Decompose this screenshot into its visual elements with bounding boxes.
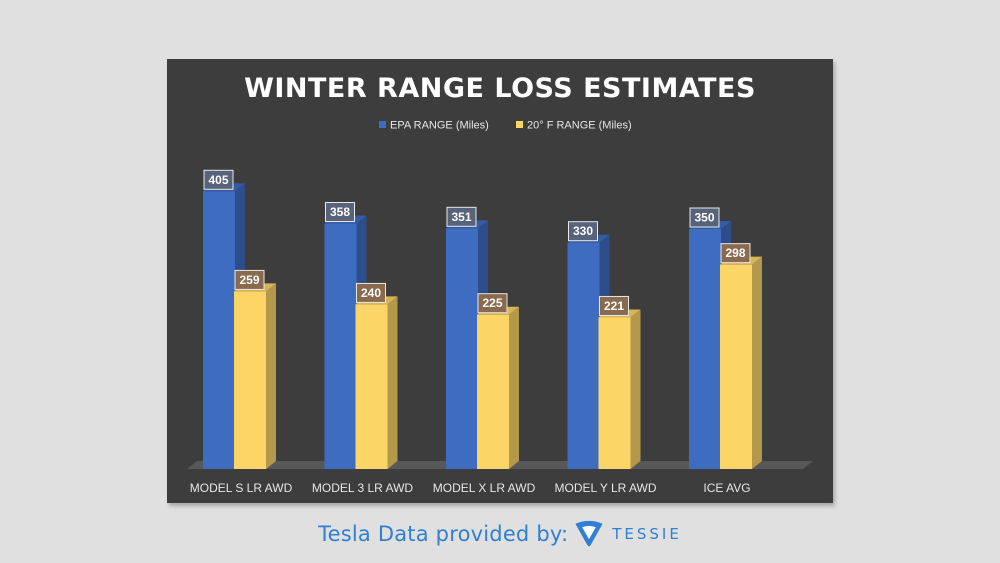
footer-credit: Tesla Data provided by: TESSIE	[0, 516, 1000, 552]
category-label: MODEL 3 LR AWD	[312, 481, 413, 495]
bar-side	[509, 306, 519, 469]
bar-winter-5	[720, 256, 762, 469]
data-label-box	[356, 282, 386, 303]
legend-swatch	[516, 121, 523, 128]
data-label-box	[446, 206, 477, 227]
data-label-box	[203, 169, 234, 190]
data-label-box	[689, 207, 720, 228]
bar-front	[355, 304, 388, 469]
bar-front	[234, 291, 266, 469]
data-label-box	[325, 202, 355, 223]
data-label-box	[477, 293, 508, 314]
bar-side	[266, 283, 276, 469]
bar-winter-4	[598, 309, 641, 469]
chart-title: WINTER RANGE LOSS ESTIMATES	[244, 73, 756, 104]
bar-front	[720, 264, 752, 469]
bar-front	[689, 229, 721, 469]
bar-side	[630, 309, 641, 469]
data-label-epa-4: 330	[568, 221, 598, 242]
data-label-value: 330	[573, 224, 593, 238]
data-label-value: 259	[239, 273, 259, 287]
data-label-value: 358	[330, 205, 350, 219]
data-label-value: 350	[694, 211, 714, 225]
legend-swatch	[379, 121, 386, 128]
data-label-box	[568, 221, 598, 242]
chart-panel: WINTER RANGE LOSS ESTIMATES EPA RANGE (M…	[167, 59, 833, 503]
footer-text: Tesla Data provided by:	[318, 522, 569, 546]
data-label-value: 240	[361, 286, 381, 300]
category-label: ICE AVG	[703, 481, 750, 495]
data-label-value: 405	[208, 173, 228, 187]
category-labels: MODEL S LR AWD MODEL 3 LR AWD MODEL X LR A…	[190, 481, 751, 495]
bar-front	[203, 191, 235, 470]
bar-front	[446, 228, 478, 469]
data-label-epa-5: 350	[689, 207, 720, 228]
bars	[203, 183, 762, 470]
data-label-winter-3: 225	[477, 293, 508, 314]
data-label-value: 225	[482, 296, 502, 310]
data-label-box	[599, 295, 629, 316]
bar-front	[324, 223, 357, 469]
bar-side	[387, 296, 398, 469]
category-label: MODEL Y LR AWD	[554, 481, 656, 495]
data-label-winter-1: 259	[234, 269, 265, 290]
data-label-value: 351	[451, 210, 471, 224]
bar-front	[477, 314, 509, 469]
data-label-box	[720, 243, 751, 264]
tessie-logo-icon	[575, 520, 603, 547]
data-labels: 405 259 358 240 351 225 330 221 350 298	[203, 169, 751, 316]
data-label-epa-1: 405	[203, 169, 234, 190]
category-label: MODEL S LR AWD	[190, 481, 293, 495]
data-label-winter-4: 221	[599, 295, 629, 316]
chart-legend: EPA RANGE (Miles) 20° F RANGE (Miles)	[379, 120, 632, 132]
bar-chart: WINTER RANGE LOSS ESTIMATES EPA RANGE (M…	[187, 73, 813, 495]
data-label-box	[234, 269, 265, 290]
bar-front	[598, 317, 631, 469]
data-label-epa-2: 358	[325, 202, 355, 223]
legend-label: EPA RANGE (Miles)	[390, 120, 489, 132]
data-label-winter-2: 240	[356, 282, 386, 303]
legend-label: 20° F RANGE (Miles)	[527, 120, 632, 132]
bar-winter-1	[234, 283, 276, 469]
data-label-value: 221	[604, 299, 624, 313]
bar-front	[567, 242, 600, 469]
category-label: MODEL X LR AWD	[433, 481, 536, 495]
data-label-winter-5: 298	[720, 243, 751, 264]
bar-winter-3	[477, 306, 519, 469]
bar-winter-2	[355, 296, 398, 469]
data-label-epa-3: 351	[446, 206, 477, 227]
data-label-value: 298	[725, 246, 745, 260]
bar-side	[752, 256, 762, 469]
tessie-brand-name: TESSIE	[612, 525, 682, 543]
